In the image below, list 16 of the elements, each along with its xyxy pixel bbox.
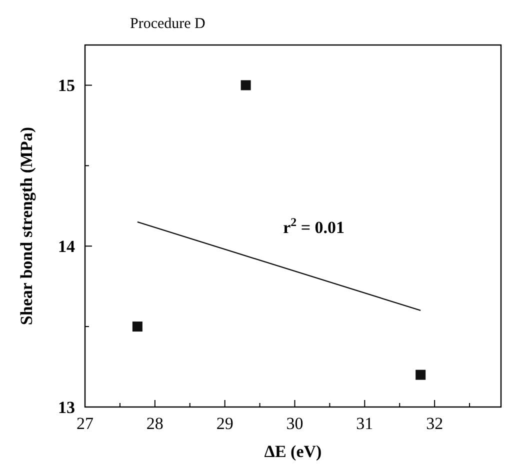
x-tick-label: 30 bbox=[286, 414, 304, 433]
x-tick-label: 31 bbox=[356, 414, 374, 433]
x-tick-label: 29 bbox=[216, 414, 234, 433]
point bbox=[132, 322, 142, 332]
x-axis-title: ΔE (eV) bbox=[264, 442, 322, 461]
x-tick-label: 27 bbox=[76, 414, 94, 433]
annotation: r$^{2}$ = 0.01 bbox=[283, 215, 345, 238]
point bbox=[416, 370, 426, 380]
point bbox=[240, 80, 251, 90]
chart-title: Procedure D bbox=[130, 16, 206, 32]
y-tick-label: 14 bbox=[58, 237, 76, 256]
x-tick-label: 32 bbox=[426, 414, 444, 433]
y-tick-label: 15 bbox=[58, 76, 75, 96]
y-axis-title: Shear bond strength (MPa) bbox=[17, 126, 36, 326]
x-tick-label: 28 bbox=[146, 414, 164, 433]
y-tick-label: 13 bbox=[58, 398, 75, 417]
